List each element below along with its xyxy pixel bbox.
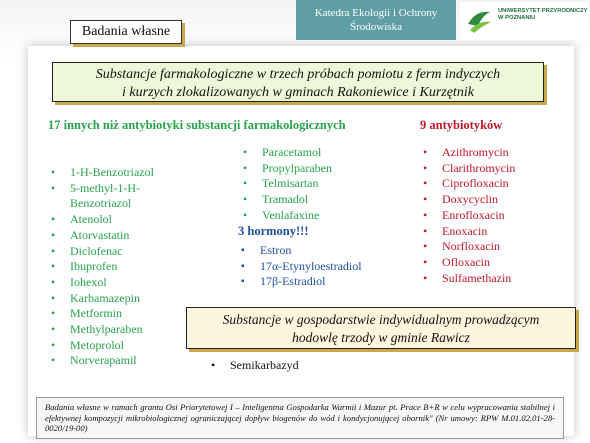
university-logo: UNIWERSYTET PRZYRODNICZY W POZNANIU (460, 2, 588, 40)
pharma-item: Metformin (48, 306, 198, 322)
footer-note: Badania własne w ramach grantu Osi Prior… (36, 397, 564, 439)
farm-line-1: Substancje w gospodarstwie indywidualnym… (222, 312, 540, 327)
hormones-heading: 3 hormony!!! (238, 224, 309, 238)
antibiotics-heading: 9 antybiotyków (420, 118, 503, 132)
farm-list: Semikarbazyd (208, 358, 408, 374)
pharma-item: 1-H-Benzotriazol (48, 165, 198, 181)
pharma-item: Telmisartan (240, 176, 390, 192)
antibiotic-item: Sulfamethazin (420, 271, 570, 287)
pharma-item: Venlafaxine (240, 208, 390, 224)
pharma-list-col2: ParacetamolPropylparabenTelmisartanTrama… (240, 145, 390, 224)
antibiotic-item: Ofloxacin (420, 255, 570, 271)
antibiotic-item: Azithromycin (420, 145, 570, 161)
logo-text: UNIWERSYTET PRZYRODNICZY W POZNANIU (498, 8, 588, 21)
pharma-item: Iohexol (48, 275, 198, 291)
pharma-item: Ibuprofen (48, 259, 198, 275)
pharma-item: Paracetamol (240, 145, 390, 161)
department-line-1: Katedra Ekologii i Ochrony (314, 7, 438, 19)
pharma-list-col1: 1-H-Benzotriazol5-methyl-1-H-Benzotriazo… (48, 165, 198, 369)
department-line-2: Środowiska (350, 21, 402, 33)
antibiotic-item: Enoxacin (420, 224, 570, 240)
pharma-item: Propylparaben (240, 161, 390, 177)
pharma-item: Atenolol (48, 212, 198, 228)
hormone-item: 17α-Etynyloestradiol (238, 259, 398, 275)
pharma-item: Benzotriazol (70, 196, 132, 211)
pharma-item: Tramadol (240, 192, 390, 208)
pharma-item: 5-methyl-1-H- (48, 181, 198, 197)
farm-box: Substancje w gospodarstwie indywidualnym… (186, 307, 576, 349)
pharma-item: Metoprolol (48, 338, 198, 354)
university-leaf-icon (468, 11, 491, 33)
hormone-item: 17β-Estradiol (238, 274, 398, 290)
pharma-item: Atorvastatin (48, 228, 198, 244)
antibiotic-item: Norfloxacin (420, 239, 570, 255)
farm-item: Semikarbazyd (208, 358, 408, 374)
pharma-heading: 17 innych niż antybiotyki substancji far… (48, 118, 346, 132)
section-tab: Badania własne (70, 20, 182, 44)
hormone-item: Estron (238, 243, 398, 259)
farm-line-2: hodowlę trzody w gminie Rawicz (292, 330, 470, 345)
pharma-item: Methylparaben (48, 322, 198, 338)
antibiotic-item: Ciprofloxacin (420, 176, 570, 192)
pharma-item: Norverapamil (48, 353, 198, 369)
antibiotics-list: AzithromycinClarithromycinCiprofloxacinD… (420, 145, 570, 286)
antibiotic-item: Enrofloxacin (420, 208, 570, 224)
antibiotic-item: Doxycyclin (420, 192, 570, 208)
pharma-item: Karbamazepin (48, 291, 198, 307)
title-line-2: i kurzych zlokalizowanych w gminach Rako… (122, 85, 474, 100)
slide-title: Substancje farmakologiczne w trzech prób… (52, 62, 544, 102)
pharma-item: Diclofenac (48, 244, 198, 260)
department-banner: Katedra Ekologii i Ochrony Środowiska (296, 0, 456, 40)
antibiotic-item: Clarithromycin (420, 161, 570, 177)
title-line-1: Substancje farmakologiczne w trzech prób… (95, 67, 501, 82)
hormones-list: Estron17α-Etynyloestradiol17β-Estradiol (238, 243, 398, 290)
